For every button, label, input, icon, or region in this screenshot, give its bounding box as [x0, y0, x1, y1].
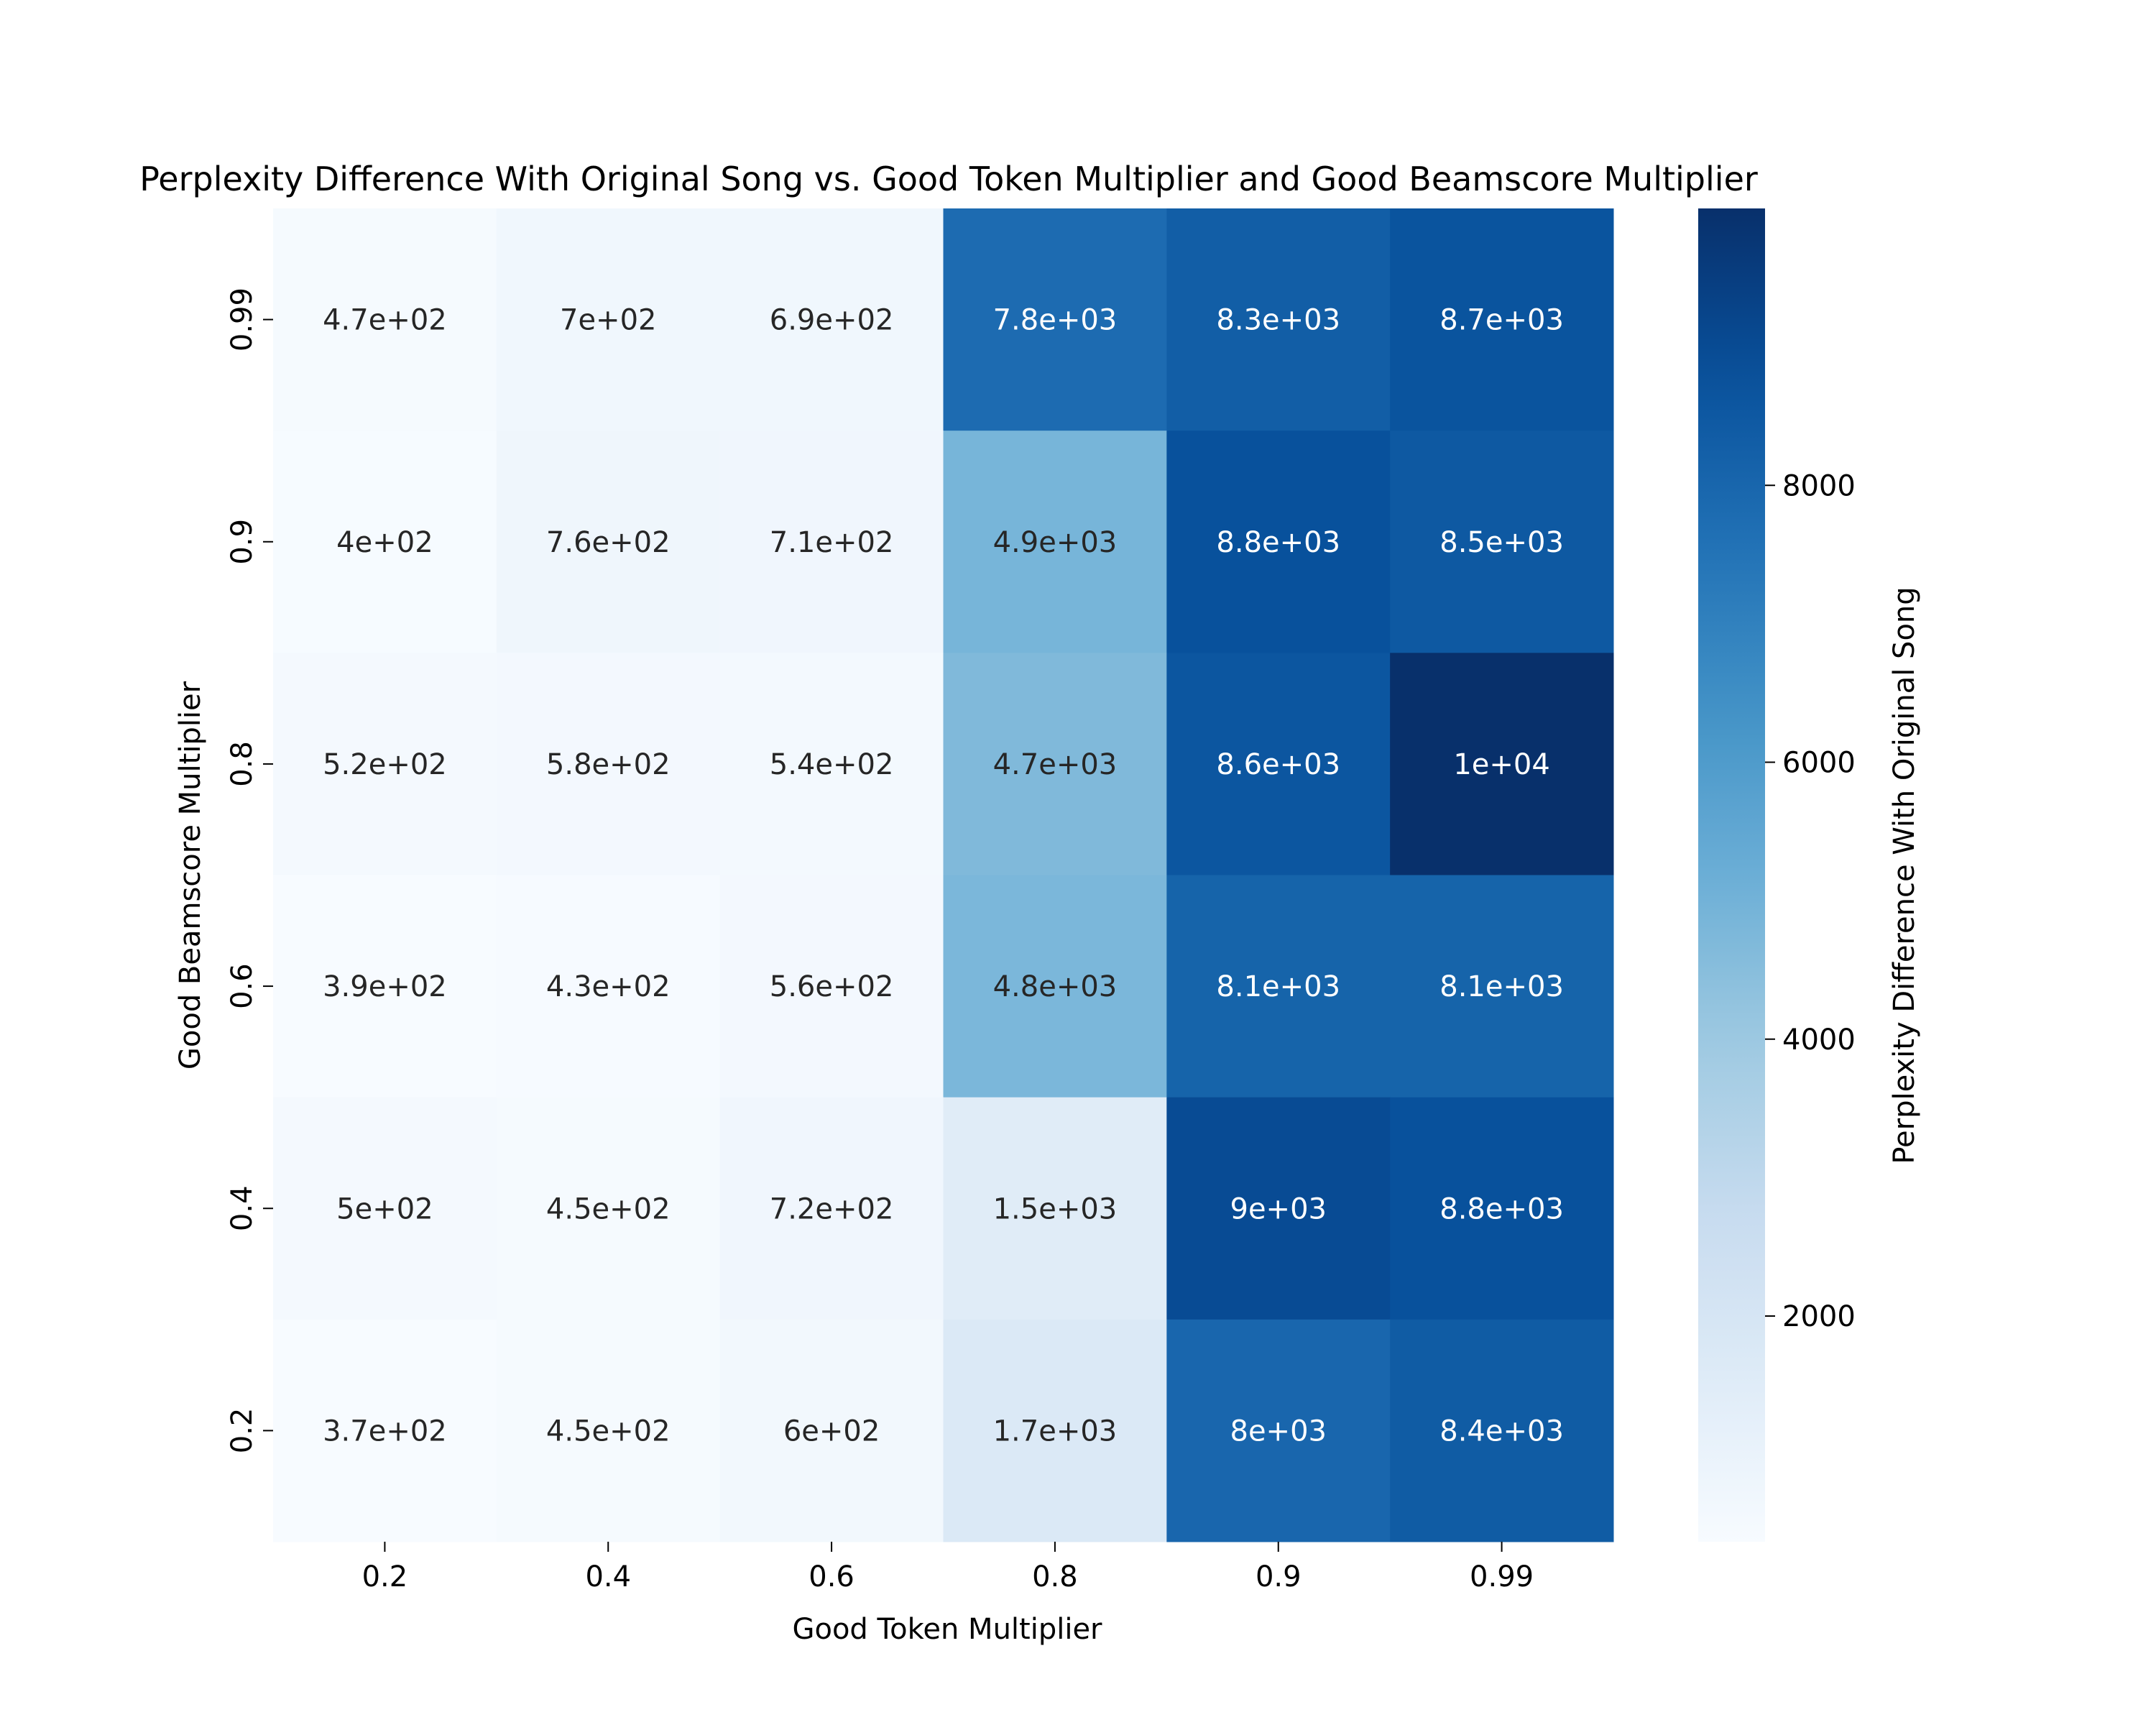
heatmap-cell [943, 1319, 1167, 1542]
cell-value-label: 4.3e+02 [546, 970, 671, 1003]
heatmap-cells: 4.7e+02 7e+02 6.9e+02 7.8e+03 8.3e+03 8.7e+03… [273, 208, 1614, 1542]
heatmap-cell [1166, 875, 1391, 1098]
y-tick-label: 0.9 [226, 519, 259, 565]
cell-value-label: 8.8e+03 [1439, 1192, 1564, 1225]
cell-value-label: 8.3e+03 [1216, 304, 1340, 337]
heatmap-cell [496, 431, 721, 653]
heatmap-cell [496, 1097, 721, 1320]
cell-value-label: 3.7e+02 [323, 1414, 447, 1448]
colorbar-tick-label: 8000 [1782, 469, 1856, 502]
x-tick-label: 0.4 [585, 1560, 631, 1593]
x-axis-label: Good Token Multiplier [792, 1613, 1102, 1646]
heatmap-cell [273, 875, 497, 1098]
heatmap-cell [273, 1319, 497, 1542]
colorbar-label: Perplexity Difference With Original Song [1888, 586, 1921, 1164]
chart-title: Perplexity Difference With Original Song… [139, 160, 1758, 198]
heatmap-cell [273, 1097, 497, 1320]
heatmap-cell [496, 1319, 721, 1542]
heatmap-cell [1390, 208, 1614, 431]
heatmap-cell [719, 653, 944, 875]
cell-value-label: 8e+03 [1230, 1414, 1327, 1448]
cell-value-label: 1.5e+03 [993, 1192, 1118, 1225]
x-tick-label: 0.99 [1470, 1560, 1534, 1593]
x-tick-label: 0.6 [808, 1560, 854, 1593]
x-tick-label: 0.2 [362, 1560, 408, 1593]
x-tick-label: 0.8 [1032, 1560, 1078, 1593]
heatmap-cell [496, 875, 721, 1098]
cell-value-label: 3.9e+02 [323, 970, 447, 1003]
heatmap-cell [943, 653, 1167, 875]
y-tick-label: 0.8 [226, 741, 259, 787]
cell-value-label: 7.6e+02 [546, 526, 671, 559]
heatmap-cell [1390, 431, 1614, 653]
cell-value-label: 4.5e+02 [546, 1192, 671, 1225]
heatmap-cell [1166, 1097, 1391, 1320]
cell-value-label: 8.8e+03 [1216, 526, 1340, 559]
heatmap-cell [719, 208, 944, 431]
cell-value-label: 5.6e+02 [770, 970, 894, 1003]
cell-value-label: 8.7e+03 [1439, 304, 1564, 337]
heatmap-cell [1390, 875, 1614, 1098]
x-tick-label: 0.9 [1256, 1560, 1302, 1593]
cell-value-label: 6.9e+02 [770, 304, 894, 337]
y-tick-label: 0.6 [226, 963, 259, 1009]
cell-value-label: 8.6e+03 [1216, 748, 1340, 781]
cell-value-label: 4.7e+02 [323, 304, 447, 337]
heatmap-cell [719, 431, 944, 653]
heatmap-cell [1166, 653, 1391, 875]
heatmap-cell [943, 208, 1167, 431]
y-tick-label: 0.2 [226, 1408, 259, 1454]
cell-value-label: 1.7e+03 [993, 1414, 1118, 1448]
cell-value-label: 4e+02 [336, 526, 433, 559]
colorbar: 2000 4000 6000 8000 [1698, 208, 1856, 1542]
cell-value-label: 1e+04 [1453, 748, 1549, 781]
heatmap-cell [273, 208, 497, 431]
cell-value-label: 8.5e+03 [1439, 526, 1564, 559]
colorbar-tick-label: 4000 [1782, 1024, 1856, 1057]
heatmap-cell [273, 431, 497, 653]
cell-value-label: 6e+02 [783, 1414, 880, 1448]
y-tick-label: 0.4 [226, 1185, 259, 1231]
cell-value-label: 7e+02 [560, 304, 656, 337]
heatmap-cell [1166, 1319, 1391, 1542]
cell-value-label: 4.8e+03 [993, 970, 1118, 1003]
y-tick-label: 0.99 [226, 288, 259, 351]
colorbar-gradient [1698, 208, 1765, 1542]
heatmap-cell [719, 1319, 944, 1542]
heatmap-cell [496, 653, 721, 875]
heatmap-cell [1166, 431, 1391, 653]
heatmap-cell [1390, 653, 1614, 875]
x-axis: 0.2 0.4 0.6 0.8 0.9 0.99 [362, 1542, 1534, 1593]
cell-value-label: 4.9e+03 [993, 526, 1118, 559]
y-axis-label: Good Beamscore Multiplier [174, 681, 207, 1070]
cell-value-label: 8.1e+03 [1216, 970, 1340, 1003]
cell-value-label: 5.4e+02 [770, 748, 894, 781]
cell-value-label: 4.7e+03 [993, 748, 1118, 781]
heatmap-cell [719, 875, 944, 1098]
cell-value-label: 7.8e+03 [993, 304, 1118, 337]
cell-value-label: 8.4e+03 [1439, 1414, 1564, 1448]
heatmap-cell [943, 875, 1167, 1098]
heatmap-cell [719, 1097, 944, 1320]
cell-value-label: 5.2e+02 [323, 748, 447, 781]
cell-value-label: 4.5e+02 [546, 1414, 671, 1448]
cell-value-label: 5.8e+02 [546, 748, 671, 781]
y-axis: 0.99 0.9 0.8 0.6 0.4 0.2 [226, 288, 273, 1453]
cell-value-label: 7.2e+02 [770, 1192, 894, 1225]
heatmap-cell [496, 208, 721, 431]
heatmap-cell [1166, 208, 1391, 431]
heatmap-cell [943, 1097, 1167, 1320]
heatmap-cell [1390, 1319, 1614, 1542]
cell-value-label: 9e+03 [1230, 1192, 1327, 1225]
heatmap-cell [943, 431, 1167, 653]
colorbar-tick-label: 2000 [1782, 1300, 1856, 1333]
heatmap-cell [1390, 1097, 1614, 1320]
cell-value-label: 7.1e+02 [770, 526, 894, 559]
heatmap-cell [273, 653, 497, 875]
cell-value-label: 8.1e+03 [1439, 970, 1564, 1003]
cell-value-label: 5e+02 [336, 1192, 433, 1225]
colorbar-tick-label: 6000 [1782, 747, 1856, 780]
